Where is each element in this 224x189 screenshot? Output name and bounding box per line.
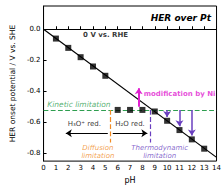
svg-text:0 V vs. RHE: 0 V vs. RHE: [83, 31, 128, 39]
svg-text:-0.6: -0.6: [27, 118, 41, 126]
svg-text:pH: pH: [125, 176, 136, 185]
svg-text:13: 13: [200, 164, 209, 172]
svg-text:14: 14: [212, 164, 221, 172]
svg-text:7: 7: [128, 164, 132, 172]
svg-text:3: 3: [78, 164, 82, 172]
svg-text:H₃O⁺ red.: H₃O⁺ red.: [68, 120, 101, 128]
svg-text:0: 0: [41, 164, 45, 172]
svg-text:5: 5: [103, 164, 107, 172]
svg-text:0.0: 0.0: [29, 25, 40, 33]
svg-text:6: 6: [115, 164, 120, 172]
svg-text:Diffusion: Diffusion: [82, 144, 113, 152]
svg-text:HER onset potential / V vs. SH: HER onset potential / V vs. SHE: [8, 24, 17, 142]
svg-text:1: 1: [54, 164, 58, 172]
svg-text:8: 8: [140, 164, 144, 172]
svg-text:limitation: limitation: [81, 152, 114, 160]
svg-text:Kinetic limitation: Kinetic limitation: [47, 100, 111, 109]
svg-text:-0.2: -0.2: [27, 56, 41, 64]
svg-text:4: 4: [91, 164, 96, 172]
svg-text:12: 12: [187, 164, 196, 172]
svg-text:H₂O red.: H₂O red.: [115, 120, 145, 128]
svg-text:11: 11: [175, 164, 184, 172]
svg-text:modification by Ni: modification by Ni: [144, 90, 216, 98]
svg-text:HER over Pt: HER over Pt: [151, 13, 212, 23]
svg-text:9: 9: [153, 164, 157, 172]
svg-text:2: 2: [66, 164, 70, 172]
svg-text:-0.8: -0.8: [27, 149, 41, 157]
svg-text:10: 10: [163, 164, 172, 172]
svg-text:-0.4: -0.4: [27, 87, 41, 95]
svg-text:limitation: limitation: [143, 152, 176, 160]
svg-text:Thermodynamic: Thermodynamic: [131, 144, 188, 152]
